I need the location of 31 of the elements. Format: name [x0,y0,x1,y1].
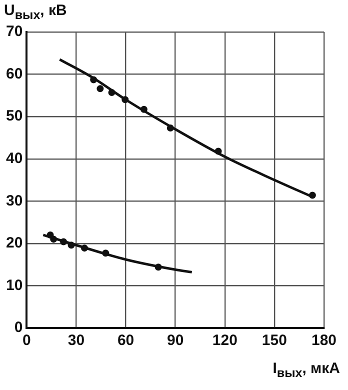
point [50,236,58,243]
point [96,85,104,92]
y-tick-label: 10 [6,276,23,294]
point [102,250,110,257]
y-axis-title: U$_{вых}$, кВ [4,2,67,22]
point [166,124,174,132]
x-tick-label: 60 [117,332,134,350]
x-tick-label: 150 [262,332,287,350]
point [154,264,162,271]
y-tick-label: 60 [6,65,23,82]
x-tick-label: 120 [212,332,238,350]
y-tick-label: 0 [14,319,23,336]
x-tick-label: 180 [311,332,337,350]
point [80,244,88,252]
y-tick-label: 30 [6,192,23,210]
x-tick-label: 30 [68,332,85,350]
line-series [42,234,194,274]
point [108,88,116,96]
point [60,238,68,246]
x-axis-title: I$_{вых}$, мкА [272,360,340,380]
point [90,76,98,84]
point [68,242,75,249]
y-tick-label: 50 [6,108,23,125]
y-tick-label: 20 [6,234,23,252]
y-tick-label: 70 [6,23,23,40]
point [140,106,148,113]
y-tick-label: 40 [6,150,23,167]
point [308,192,316,199]
point [214,148,222,155]
x-tick-label: 90 [167,332,184,350]
point [122,96,129,104]
